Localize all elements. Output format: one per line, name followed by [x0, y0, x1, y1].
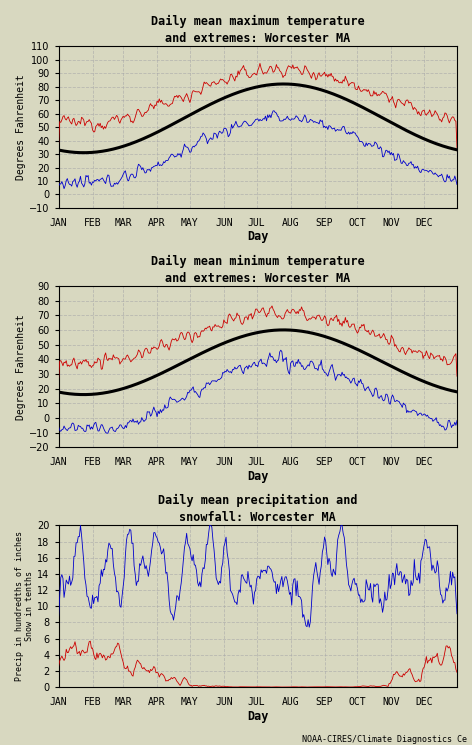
- X-axis label: Day: Day: [247, 709, 269, 723]
- X-axis label: Day: Day: [247, 230, 269, 244]
- X-axis label: Day: Day: [247, 470, 269, 483]
- Title: Daily mean minimum temperature
and extremes: Worcester MA: Daily mean minimum temperature and extre…: [151, 255, 365, 285]
- Text: NOAA-CIRES/Climate Diagnostics Ce: NOAA-CIRES/Climate Diagnostics Ce: [302, 735, 467, 744]
- Y-axis label: Degrees Fahrenheit: Degrees Fahrenheit: [17, 74, 26, 180]
- Y-axis label: Precip in hundredths of inches
Snow in tenths: Precip in hundredths of inches Snow in t…: [15, 531, 34, 681]
- Title: Daily mean maximum temperature
and extremes: Worcester MA: Daily mean maximum temperature and extre…: [151, 15, 365, 45]
- Title: Daily mean precipitation and
snowfall: Worcester MA: Daily mean precipitation and snowfall: W…: [158, 494, 358, 524]
- Y-axis label: Degrees Fahrenheit: Degrees Fahrenheit: [16, 314, 26, 419]
